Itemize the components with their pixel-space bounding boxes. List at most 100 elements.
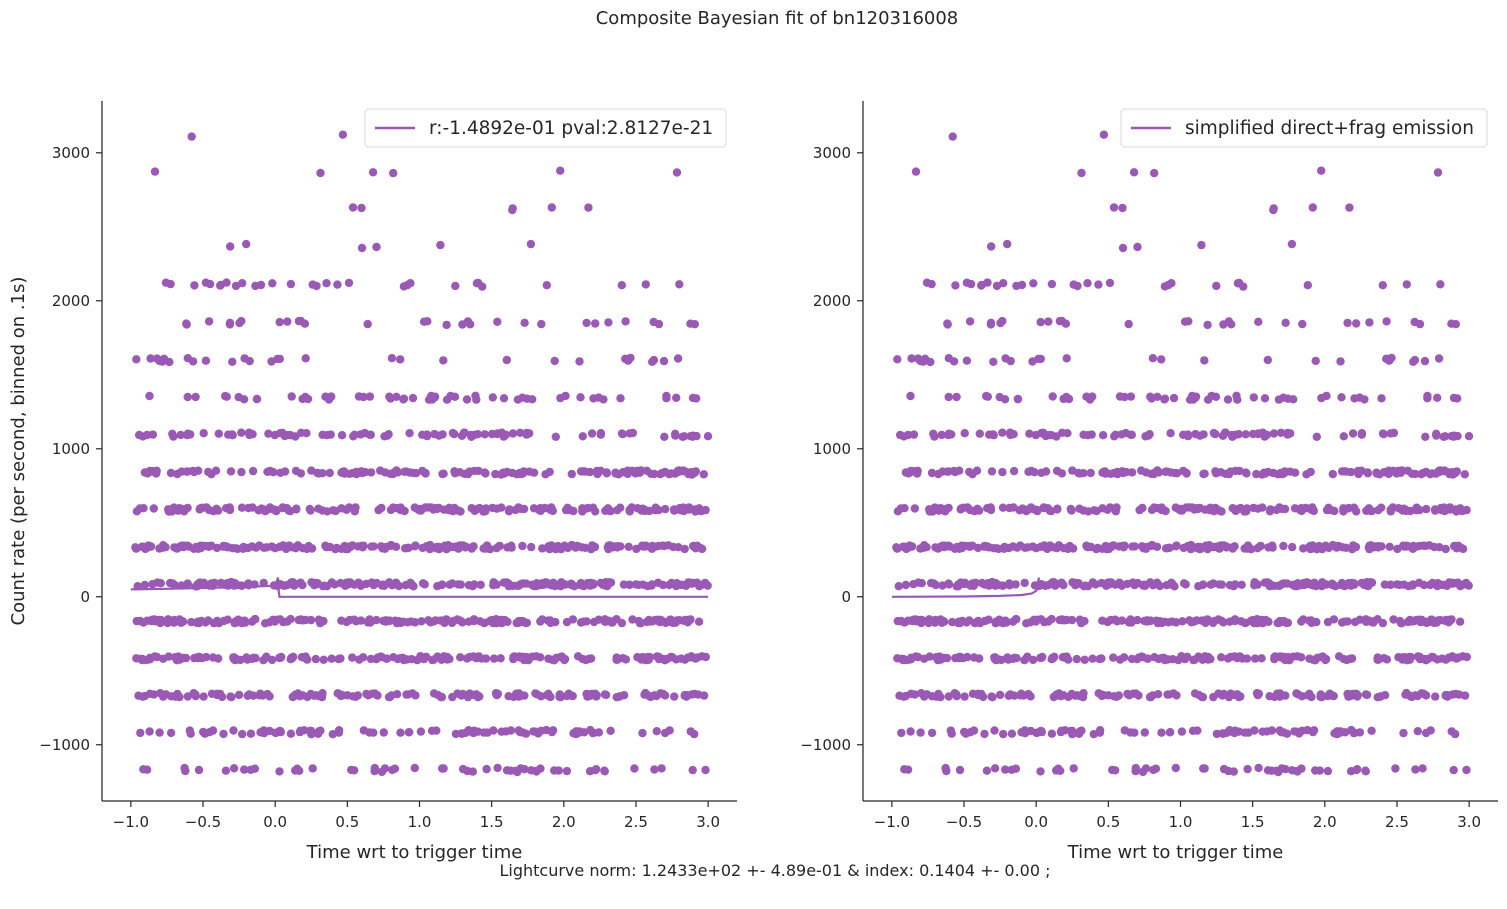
scatter-point bbox=[1101, 541, 1110, 551]
scatter-point bbox=[962, 278, 972, 287]
scatter-point bbox=[567, 540, 576, 550]
scatter-point bbox=[1308, 203, 1318, 212]
scatter-point bbox=[1030, 505, 1039, 514]
scatter-point bbox=[582, 318, 591, 328]
scatter-point bbox=[330, 580, 339, 589]
scatter-point bbox=[233, 544, 242, 554]
scatter-point bbox=[524, 656, 533, 665]
y-tick-label: 2000 bbox=[813, 292, 851, 310]
scatter-point bbox=[995, 690, 1005, 700]
scatter-point bbox=[418, 543, 427, 553]
scatter-point bbox=[411, 541, 420, 550]
scatter-point bbox=[406, 279, 415, 288]
scatter-point bbox=[1413, 727, 1423, 736]
scatter-point bbox=[907, 354, 916, 363]
scatter-point bbox=[1391, 764, 1400, 773]
scatter-point bbox=[1111, 580, 1120, 589]
scatter-point bbox=[307, 726, 316, 736]
scatter-point bbox=[505, 505, 514, 514]
scatter-point bbox=[1109, 653, 1118, 662]
scatter-point bbox=[1388, 503, 1398, 512]
figure-footer-note: Lightcurve norm: 1.2433e+02 +- 4.89e-01 … bbox=[499, 861, 1050, 880]
scatter-point bbox=[1011, 615, 1021, 624]
scatter-point bbox=[670, 692, 679, 701]
scatter-point bbox=[901, 691, 910, 701]
scatter-point bbox=[462, 654, 472, 663]
scatter-point bbox=[678, 503, 687, 513]
scatter-point bbox=[1094, 280, 1103, 289]
scatter-point bbox=[1367, 726, 1376, 735]
scatter-point bbox=[358, 653, 368, 662]
scatter-point bbox=[626, 353, 635, 363]
scatter-point bbox=[945, 542, 954, 551]
scatter-point bbox=[508, 429, 518, 438]
scatter-point bbox=[1161, 506, 1170, 516]
scatter-point bbox=[687, 652, 696, 661]
scatter-point bbox=[207, 579, 217, 588]
scatter-point bbox=[1031, 430, 1041, 440]
scatter-point bbox=[1079, 430, 1088, 439]
scatter-point bbox=[316, 168, 325, 178]
scatter-point bbox=[191, 690, 200, 699]
scatter-point bbox=[410, 763, 419, 773]
scatter-point bbox=[1214, 615, 1223, 624]
scatter-point bbox=[1290, 468, 1300, 477]
scatter-point bbox=[1179, 543, 1188, 553]
scatter-point bbox=[280, 467, 290, 476]
scatter-point bbox=[489, 654, 499, 663]
scatter-point bbox=[1439, 432, 1448, 441]
scatter-point bbox=[236, 655, 245, 665]
scatter-point bbox=[1349, 541, 1358, 550]
scatter-point bbox=[369, 728, 378, 737]
scatter-point bbox=[1072, 654, 1082, 664]
scatter-point bbox=[916, 728, 925, 737]
scatter-point bbox=[1352, 507, 1361, 516]
scatter-point bbox=[1281, 318, 1290, 327]
scatter-point bbox=[1105, 278, 1115, 288]
scatter-point bbox=[468, 582, 477, 591]
scatter-point bbox=[965, 542, 974, 551]
scatter-point bbox=[201, 278, 211, 287]
scatter-point bbox=[1447, 319, 1456, 328]
scatter-point bbox=[1097, 654, 1106, 663]
y-tick-label: 2000 bbox=[52, 292, 90, 310]
scatter-point bbox=[603, 543, 612, 552]
scatter-point bbox=[1111, 766, 1120, 775]
scatter-point bbox=[906, 391, 915, 401]
scatter-point bbox=[152, 469, 161, 478]
scatter-point bbox=[1190, 689, 1200, 698]
scatter-point bbox=[211, 466, 221, 475]
scatter-point bbox=[679, 466, 688, 475]
scatter-point bbox=[313, 468, 322, 478]
scatter-point bbox=[927, 728, 937, 738]
scatter-point bbox=[1374, 506, 1383, 515]
scatter-point bbox=[450, 429, 459, 439]
scatter-point bbox=[1263, 578, 1272, 587]
scatter-point bbox=[1224, 317, 1234, 326]
scatter-point bbox=[1172, 691, 1181, 700]
y-tick-label: 3000 bbox=[52, 144, 90, 162]
scatter-point bbox=[1377, 542, 1386, 551]
scatter-point bbox=[1005, 503, 1014, 513]
scatter-point bbox=[1305, 504, 1314, 513]
scatter-point bbox=[678, 432, 687, 441]
scatter-point bbox=[1171, 503, 1181, 512]
scatter-point bbox=[594, 728, 604, 737]
scatter-point bbox=[989, 357, 998, 366]
scatter-point bbox=[1111, 430, 1120, 439]
scatter-point bbox=[1148, 354, 1158, 363]
y-tick-label: 0 bbox=[841, 588, 851, 606]
scatter-point bbox=[587, 429, 597, 438]
scatter-point bbox=[1311, 766, 1320, 775]
scatter-point bbox=[1083, 582, 1093, 591]
x-tick-label: 0.5 bbox=[335, 813, 359, 831]
scatter-point bbox=[994, 544, 1003, 554]
x-tick-label: 2.0 bbox=[1313, 813, 1337, 831]
scatter-point bbox=[943, 320, 952, 329]
scatter-point bbox=[1339, 432, 1349, 441]
scatter-point bbox=[184, 542, 193, 551]
scatter-point bbox=[400, 506, 409, 516]
scatter-point bbox=[155, 728, 164, 737]
scatter-point bbox=[480, 430, 489, 439]
scatter-point bbox=[399, 655, 409, 665]
